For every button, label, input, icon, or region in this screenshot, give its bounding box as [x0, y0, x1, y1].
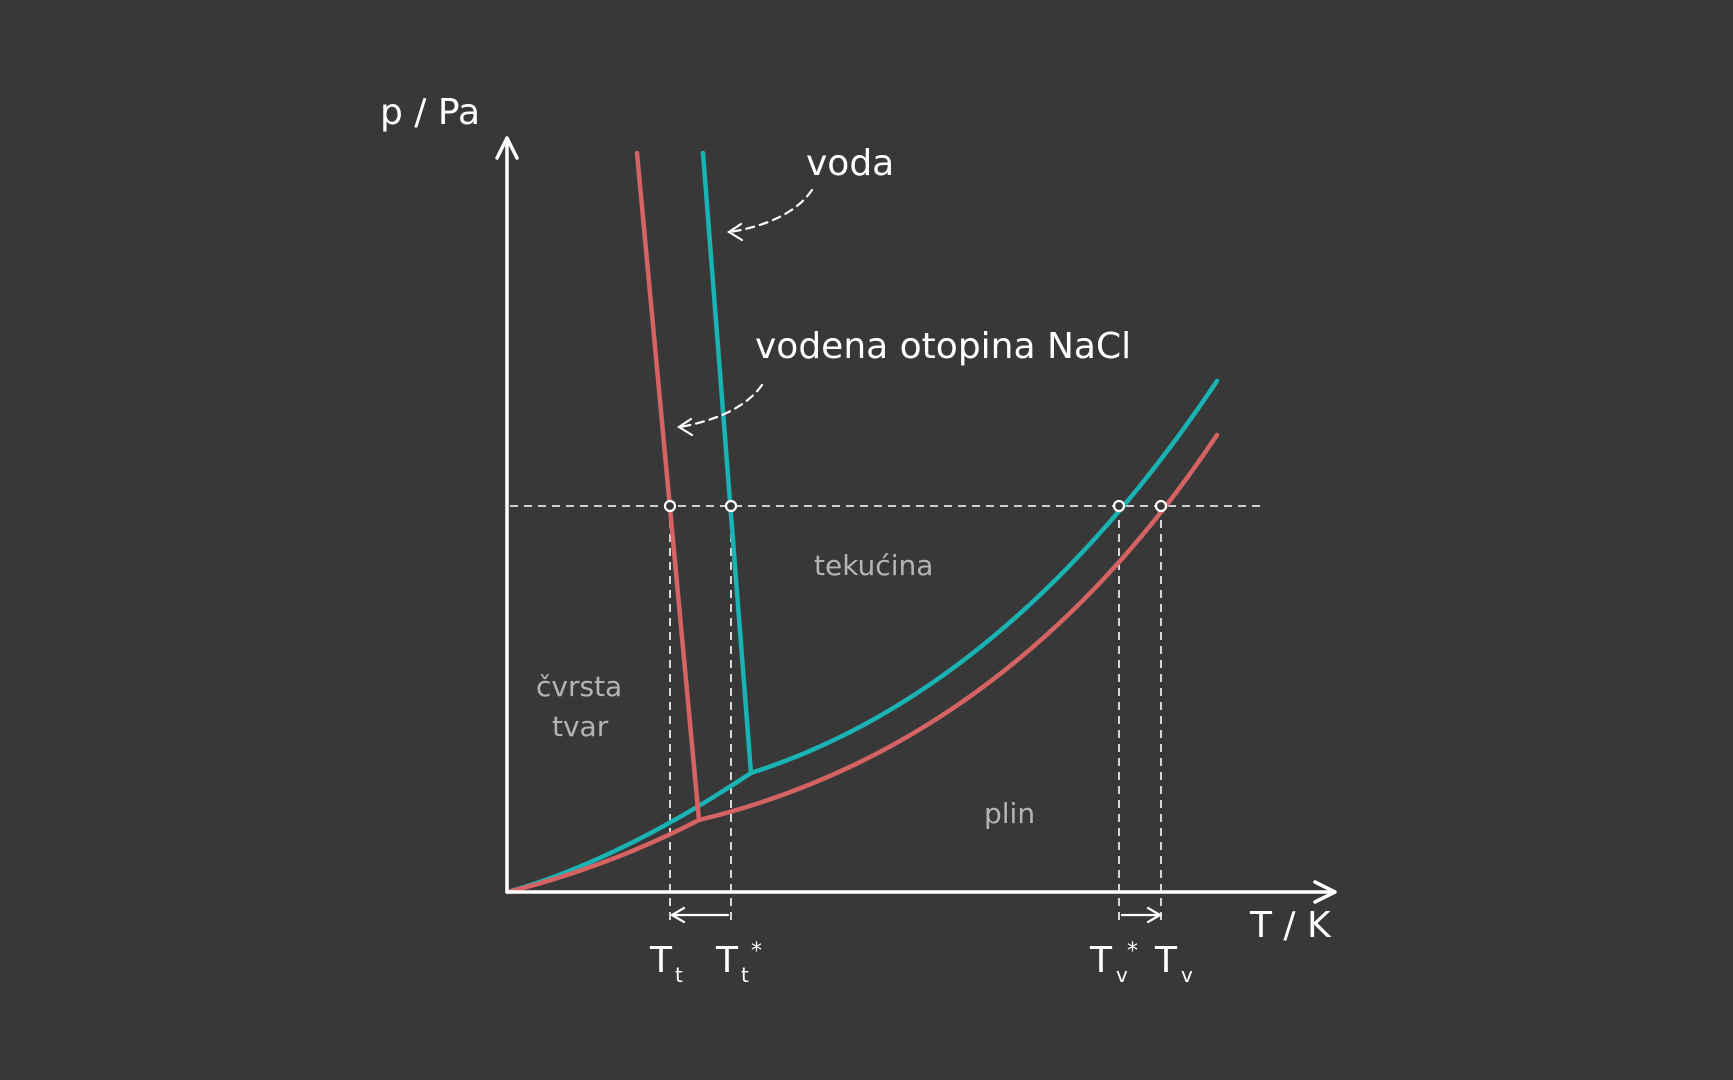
x-axis-arrow — [1313, 880, 1337, 904]
water-label: voda — [806, 143, 894, 184]
boiling-shift-arrowhead — [1146, 906, 1162, 924]
solution-pointer-arrow — [678, 383, 764, 429]
water-vaporization-curve — [748, 378, 1220, 776]
y-axis-label: p / Pa — [380, 92, 480, 133]
freezing-shift-arrowhead — [670, 906, 686, 924]
tick-tv-star-sup: * — [1127, 939, 1138, 964]
water-melting-curve — [700, 150, 754, 776]
solution-vaporization-curve — [696, 432, 1220, 823]
solid-region-label-line2: tvar — [552, 710, 609, 743]
solution-sublimation-curve — [505, 817, 702, 895]
liquid-region-label: tekućina — [814, 549, 933, 582]
solution-curves — [505, 150, 1220, 895]
tick-tv-star: T v * — [1089, 939, 1138, 987]
tick-tt-star-main: T — [715, 940, 739, 981]
water-sublimation-curve — [505, 770, 754, 895]
tick-tt-main: T — [649, 940, 673, 981]
tick-tv-star-main: T — [1089, 940, 1113, 981]
axes — [495, 136, 1337, 904]
tick-tt-star-sub: t — [741, 963, 749, 987]
tick-tt-sub: t — [675, 963, 683, 987]
y-axis-arrow — [495, 136, 519, 160]
tick-tv-sub: v — [1181, 963, 1193, 987]
tick-tv-main: T — [1154, 940, 1178, 981]
water-pointer-arrow — [728, 188, 814, 234]
water-pointer-arrowhead — [726, 222, 744, 242]
gas-region-label: plin — [984, 797, 1035, 830]
tt-marker — [663, 499, 677, 513]
legend-pointers — [676, 188, 814, 437]
water-curves — [505, 150, 1220, 895]
solution-label: vodena otopina NaCl — [755, 326, 1131, 367]
tick-tt: T t — [649, 940, 683, 987]
tt-star-marker — [724, 499, 738, 513]
tv-marker — [1154, 499, 1168, 513]
shift-arrows — [670, 906, 1162, 924]
tick-tt-star-sup: * — [751, 939, 762, 964]
x-axis-label: T / K — [1249, 905, 1332, 946]
intersection-markers — [663, 499, 1168, 513]
solution-melting-curve — [634, 150, 702, 823]
solution-pointer-arrowhead — [676, 417, 694, 437]
tick-tv-star-sub: v — [1116, 963, 1128, 987]
tick-tt-star: T t * — [715, 939, 762, 987]
tv-star-marker — [1112, 499, 1126, 513]
tick-tv: T v — [1154, 940, 1193, 987]
solid-region-label-line1: čvrsta — [536, 670, 622, 703]
